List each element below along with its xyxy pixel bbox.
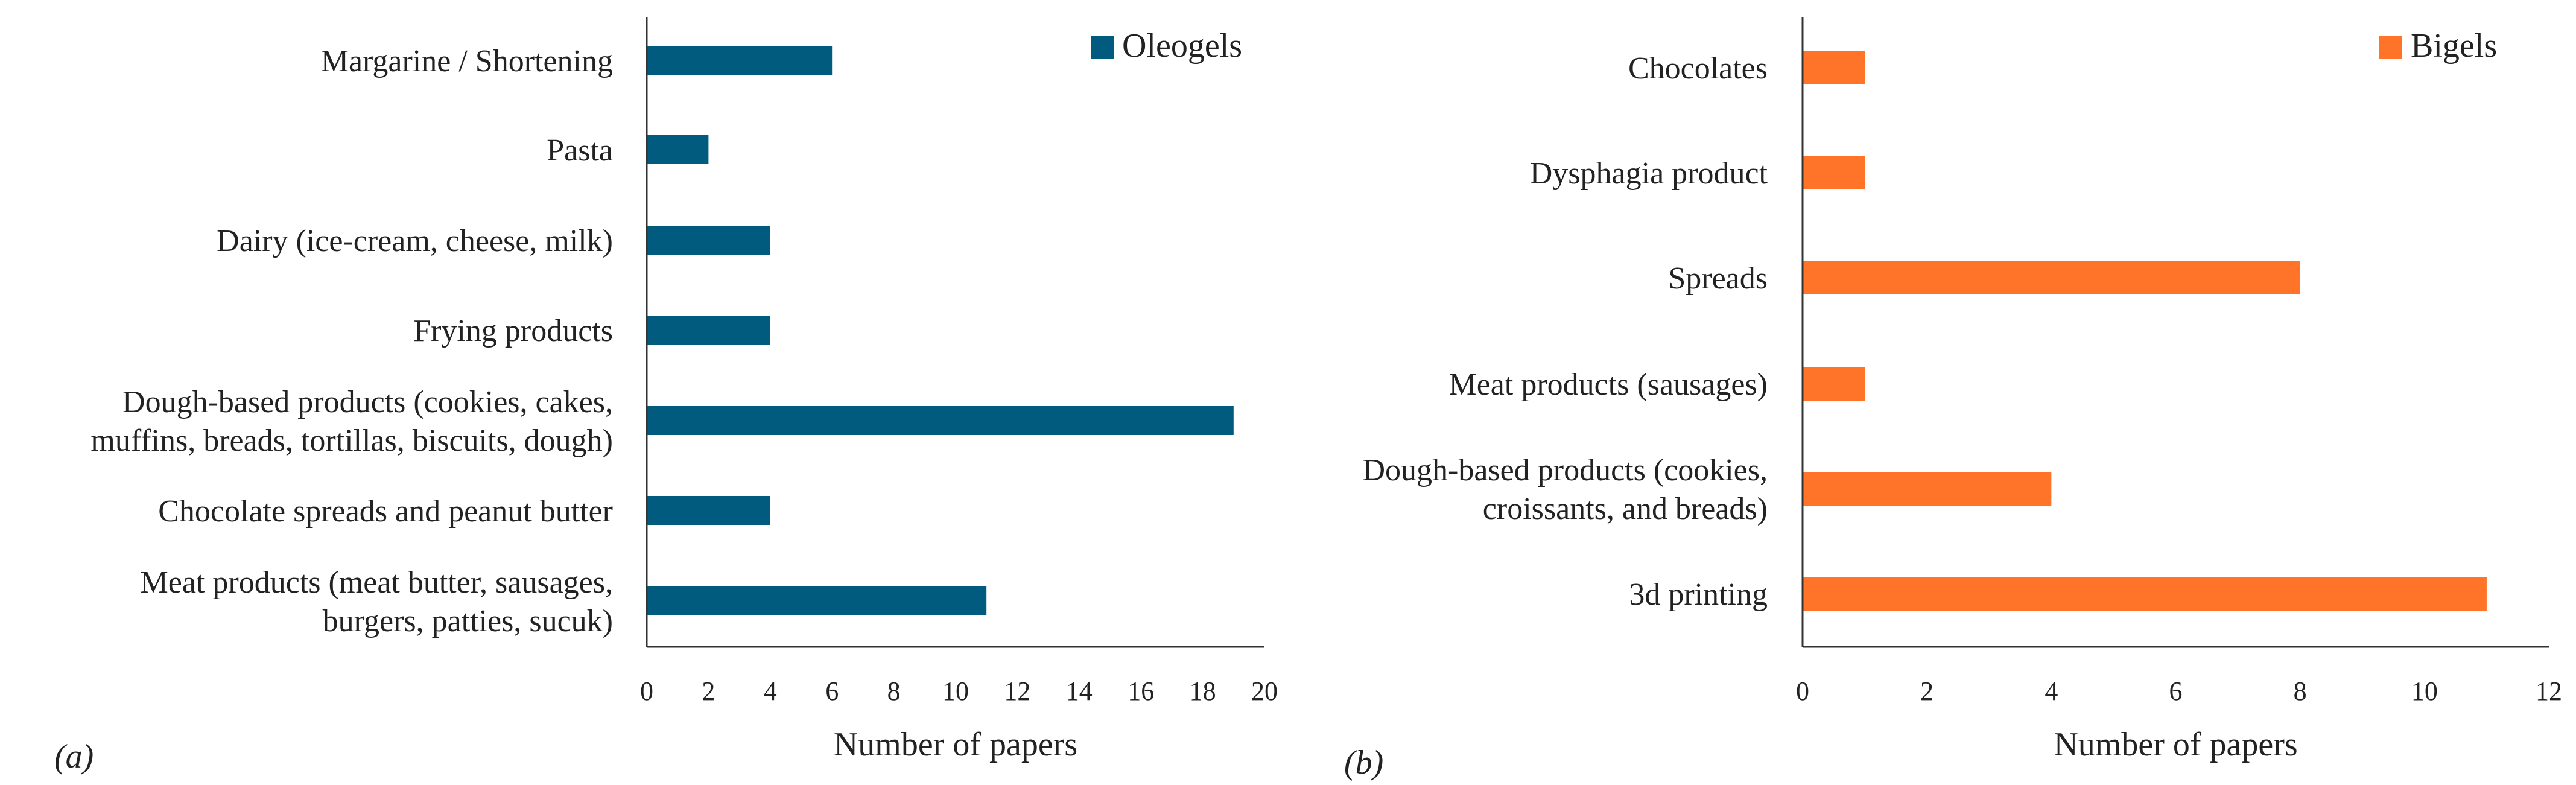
legend-label-oleogels: Oleogels [1122, 27, 1242, 65]
category-labels: Margarine / Shortening Pasta Dairy (ice-cr… [90, 44, 613, 638]
bar [647, 496, 770, 525]
bars-group [647, 46, 1234, 615]
x-tick-label: 12 [2536, 676, 2562, 706]
x-tick-label: 10 [942, 676, 969, 706]
category-label: burgers, patties, sucuk) [323, 604, 613, 638]
category-label: Frying products [413, 314, 613, 348]
category-label: Dough-based products (cookies, [1362, 453, 1768, 488]
category-label: muffins, breads, tortillas, biscuits, do… [90, 424, 613, 458]
bar [1803, 367, 1865, 401]
x-tick-label: 4 [764, 676, 777, 706]
category-label: Pasta [547, 133, 613, 168]
category-label: Meat products (meat butter, sausages, [141, 565, 613, 600]
category-label: Dysphagia product [1530, 156, 1768, 191]
bar [647, 406, 1234, 435]
x-tick-labels: 0 2 4 6 8 10 12 14 16 18 20 [640, 676, 1278, 706]
x-tick-label: 16 [1128, 676, 1154, 706]
category-label: Meat products (sausages) [1448, 367, 1768, 402]
bar [1803, 51, 1865, 84]
bar [1803, 261, 2300, 294]
x-tick-label: 2 [1920, 676, 1934, 706]
legend-swatch-bigels [2379, 36, 2402, 59]
bar [647, 135, 709, 164]
x-tick-labels: 0 2 4 6 8 10 12 [1796, 676, 2562, 706]
category-label: Dough-based products (cookies, cakes, [122, 385, 613, 419]
chart-panel-bigels: Chocolates Dysphagia product Spreads Meat p… [1344, 17, 2562, 781]
x-tick-label: 6 [825, 676, 839, 706]
category-label: Dairy (ice-cream, cheese, milk) [217, 224, 613, 258]
bar [1803, 156, 1865, 189]
panel-label-b: (b) [1344, 744, 1383, 781]
x-tick-label: 14 [1066, 676, 1093, 706]
x-tick-label: 12 [1004, 676, 1030, 706]
x-tick-label: 6 [2169, 676, 2183, 706]
chart-panel-oleogels: Margarine / Shortening Pasta Dairy (ice-cr… [54, 17, 1278, 775]
x-tick-label: 18 [1190, 676, 1216, 706]
category-labels: Chocolates Dysphagia product Spreads Meat p… [1362, 51, 1768, 612]
panel-label-a: (a) [54, 738, 94, 775]
category-label: 3d printing [1629, 577, 1768, 612]
x-tick-label: 4 [2045, 676, 2058, 706]
bar [1803, 577, 2487, 611]
bar [647, 316, 770, 345]
x-tick-label: 8 [887, 676, 901, 706]
x-tick-label: 8 [2294, 676, 2307, 706]
bar [647, 586, 987, 615]
x-tick-label: 0 [640, 676, 653, 706]
legend-swatch-oleogels [1091, 36, 1114, 59]
category-label: croissants, and breads) [1483, 492, 1768, 526]
legend-label-bigels: Bigels [2411, 27, 2497, 65]
bars-group [1803, 51, 2487, 611]
x-tick-label: 10 [2411, 676, 2438, 706]
x-tick-label: 20 [1251, 676, 1278, 706]
category-label: Chocolate spreads and peanut butter [158, 494, 613, 529]
bar [647, 46, 833, 75]
bar [1803, 472, 2052, 506]
category-label: Spreads [1668, 261, 1768, 296]
x-axis-title: Number of papers [834, 726, 1077, 763]
category-label: Margarine / Shortening [321, 44, 613, 78]
x-axis-title: Number of papers [2054, 726, 2297, 763]
category-label: Chocolates [1628, 51, 1768, 86]
x-tick-label: 2 [702, 676, 715, 706]
bar [647, 226, 770, 255]
x-tick-label: 0 [1796, 676, 1809, 706]
